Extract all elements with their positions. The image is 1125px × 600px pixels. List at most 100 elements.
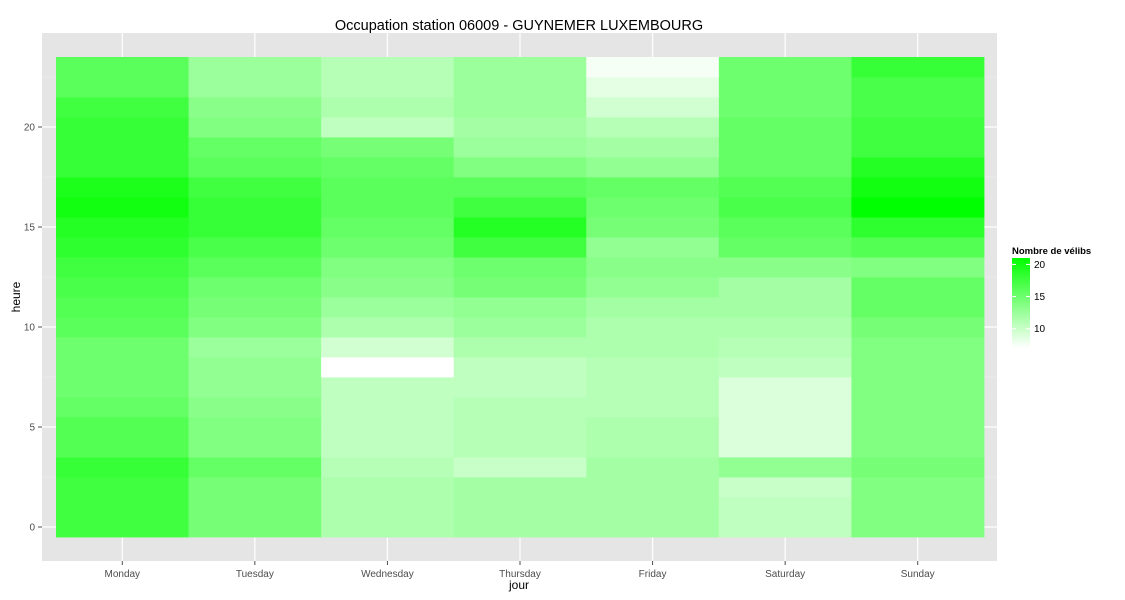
- heatmap-tile: [453, 137, 587, 158]
- heatmap-tile: [718, 337, 852, 358]
- heatmap-tile: [321, 377, 455, 398]
- heatmap-tile: [453, 397, 587, 418]
- heatmap-tile: [321, 517, 455, 538]
- heatmap-tile: [56, 517, 189, 538]
- heatmap-tile: [586, 457, 720, 478]
- heatmap-tile: [851, 157, 985, 178]
- heatmap-tile: [718, 257, 852, 278]
- heatmap-tile: [851, 337, 985, 358]
- heatmap-tile: [56, 97, 189, 118]
- y-tick-label: 20: [24, 123, 36, 134]
- heatmap-tile: [453, 217, 587, 238]
- heatmap-tile: [586, 57, 720, 78]
- heatmap-tile: [56, 217, 189, 238]
- heatmap-tile: [718, 57, 852, 78]
- heatmap-tile: [586, 257, 720, 278]
- heatmap-tile: [851, 217, 985, 238]
- heatmap-tile: [188, 477, 322, 498]
- heatmap-tile: [188, 277, 322, 298]
- heatmap-tile: [586, 477, 720, 498]
- x-axis-ticks: Monday Tuesday Wednesday Thursday Friday Satu…: [104, 561, 935, 580]
- heatmap-tile: [453, 377, 587, 398]
- x-tick-label: Sunday: [901, 569, 935, 580]
- heatmap-tile: [851, 377, 985, 398]
- heatmap-tile: [851, 97, 985, 118]
- heatmap-tile: [321, 237, 455, 258]
- heatmap-tile: [586, 177, 720, 198]
- heatmap-tile: [851, 257, 985, 278]
- heatmap-tiles: [56, 57, 985, 538]
- heatmap-tile: [586, 277, 720, 298]
- heatmap-tile: [321, 297, 455, 318]
- heatmap-tile: [586, 437, 720, 458]
- heatmap-tile: [718, 357, 852, 378]
- heatmap-tile: [321, 117, 455, 138]
- heatmap-tile: [188, 497, 322, 518]
- heatmap-tile: [188, 197, 322, 218]
- heatmap-tile: [718, 77, 852, 98]
- x-tick-label: Saturday: [765, 569, 805, 580]
- heatmap-tile: [851, 517, 985, 538]
- heatmap-tile: [321, 457, 455, 478]
- heatmap-tile: [586, 337, 720, 358]
- heatmap-tile: [188, 77, 322, 98]
- heatmap-tile: [851, 397, 985, 418]
- heatmap-tile: [851, 117, 985, 138]
- heatmap-tile: [586, 297, 720, 318]
- heatmap-tile: [321, 417, 455, 438]
- heatmap-tile: [56, 57, 189, 78]
- x-tick-label: Friday: [639, 569, 667, 580]
- heatmap-tile: [188, 337, 322, 358]
- heatmap-tile: [188, 357, 322, 378]
- heatmap-tile: [321, 157, 455, 178]
- heatmap-tile: [718, 157, 852, 178]
- heatmap-tile: [56, 377, 189, 398]
- heatmap-tile: [851, 497, 985, 518]
- heatmap-tile: [321, 217, 455, 238]
- heatmap-tile: [188, 97, 322, 118]
- heatmap-tile: [188, 297, 322, 318]
- heatmap-tile: [56, 297, 189, 318]
- heatmap-tile: [851, 477, 985, 498]
- heatmap-tile: [586, 317, 720, 338]
- legend: Nombre de vélibs 10 15 20: [1012, 246, 1091, 348]
- heatmap-tile: [718, 217, 852, 238]
- x-tick-label: Thursday: [499, 569, 541, 580]
- y-tick-label: 5: [29, 423, 35, 434]
- heatmap-tile: [718, 517, 852, 538]
- heatmap-tile: [453, 417, 587, 438]
- heatmap-tile: [188, 417, 322, 438]
- heatmap-tile: [56, 397, 189, 418]
- heatmap-tile: [188, 237, 322, 258]
- heatmap-tile: [718, 277, 852, 298]
- y-tick-label: 0: [29, 523, 35, 534]
- heatmap-tile: [586, 237, 720, 258]
- x-tick-label: Monday: [104, 569, 140, 580]
- heatmap-tile: [188, 517, 322, 538]
- heatmap-tile: [188, 117, 322, 138]
- heatmap-tile: [586, 517, 720, 538]
- heatmap-tile: [188, 377, 322, 398]
- heatmap-tile: [586, 377, 720, 398]
- heatmap-tile: [851, 137, 985, 158]
- heatmap-tile: [586, 97, 720, 118]
- heatmap-tile: [56, 237, 189, 258]
- y-axis-title: heure: [9, 281, 23, 312]
- heatmap-tile: [453, 177, 587, 198]
- heatmap-tile: [56, 117, 189, 138]
- heatmap-tile: [56, 497, 189, 518]
- y-tick-label: 15: [24, 223, 36, 234]
- heatmap-tile: [453, 157, 587, 178]
- heatmap-tile: [718, 237, 852, 258]
- heatmap-tile: [56, 77, 189, 98]
- heatmap-tile: [851, 177, 985, 198]
- heatmap-tile: [453, 197, 587, 218]
- heatmap-tile: [188, 397, 322, 418]
- heatmap-tile: [453, 297, 587, 318]
- heatmap-tile: [718, 97, 852, 118]
- heatmap-tile: [321, 277, 455, 298]
- heatmap-tile: [718, 177, 852, 198]
- heatmap-tile: [321, 437, 455, 458]
- heatmap-tile: [321, 97, 455, 118]
- heatmap-tile: [56, 197, 189, 218]
